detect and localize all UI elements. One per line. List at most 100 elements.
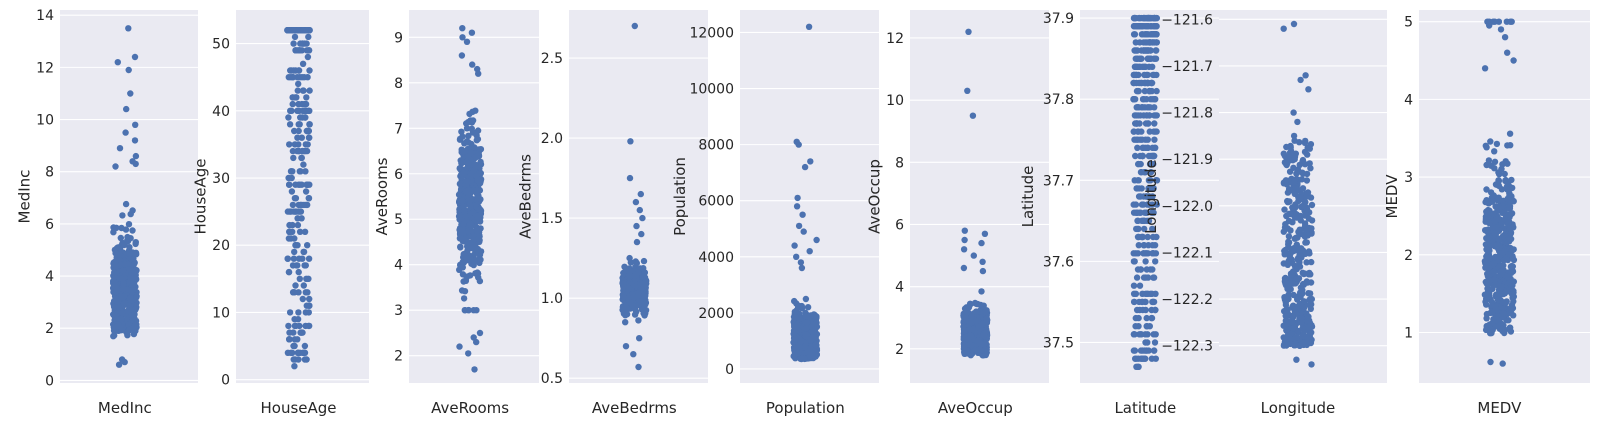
- data-point: [1494, 242, 1501, 249]
- data-point: [1486, 22, 1493, 29]
- data-point: [305, 47, 313, 54]
- data-point: [1507, 18, 1514, 25]
- data-point: [302, 188, 310, 195]
- data-point: [1144, 339, 1151, 346]
- data-point: [1509, 247, 1516, 254]
- data-point: [1151, 306, 1159, 314]
- data-point: [1132, 96, 1139, 103]
- data-point: [1130, 331, 1138, 338]
- data-point: [473, 338, 480, 346]
- y-tick-label: −122.1: [1161, 245, 1213, 261]
- data-point: [292, 282, 299, 289]
- data-point: [1293, 356, 1300, 363]
- data-point: [476, 259, 483, 267]
- data-point: [1504, 195, 1511, 203]
- data-point: [474, 228, 481, 235]
- data-point: [1134, 225, 1141, 233]
- data-point: [475, 70, 482, 77]
- data-point: [472, 107, 479, 114]
- data-point: [1303, 204, 1310, 211]
- data-point: [1152, 258, 1159, 265]
- data-point: [111, 269, 118, 276]
- data-point: [794, 326, 801, 334]
- data-point: [1502, 216, 1509, 223]
- data-point: [1481, 291, 1489, 298]
- data-point: [301, 228, 309, 235]
- data-point: [132, 275, 139, 282]
- data-point: [1303, 239, 1311, 246]
- data-point: [1299, 325, 1306, 332]
- data-point: [460, 295, 468, 302]
- data-point: [1139, 144, 1146, 151]
- data-point: [289, 221, 296, 229]
- data-point: [1133, 209, 1141, 216]
- y-tick-label: 12: [36, 60, 54, 76]
- data-point: [474, 270, 482, 277]
- data-point: [1284, 158, 1292, 165]
- data-point: [978, 288, 985, 295]
- data-point: [467, 149, 474, 156]
- data-point: [639, 214, 646, 222]
- strip-panel-medv: 1 2 3 4 5 MEDV MEDV: [1383, 10, 1590, 417]
- data-point: [1151, 112, 1158, 119]
- data-point: [1489, 197, 1497, 205]
- data-point: [1148, 209, 1156, 216]
- y-tick-label: 2.5: [541, 51, 563, 67]
- data-point: [456, 343, 463, 350]
- data-point: [1139, 31, 1146, 38]
- data-point: [1152, 331, 1159, 338]
- data-point: [1144, 250, 1152, 257]
- y-tick-label: 37.8: [1043, 92, 1074, 108]
- data-point: [471, 144, 478, 151]
- y-tick-label: 37.5: [1043, 335, 1074, 351]
- data-point: [1151, 339, 1159, 346]
- data-point: [299, 60, 307, 67]
- data-point: [1490, 18, 1497, 25]
- data-point: [463, 38, 471, 45]
- data-point: [1297, 289, 1304, 296]
- data-point: [1151, 31, 1159, 38]
- data-point: [300, 248, 308, 256]
- data-point: [289, 100, 296, 108]
- data-point: [299, 295, 306, 303]
- data-point: [305, 195, 313, 202]
- data-point: [1136, 306, 1143, 314]
- data-point: [284, 208, 292, 215]
- data-point: [793, 344, 801, 351]
- data-point: [1509, 291, 1516, 298]
- data-point: [1287, 142, 1294, 150]
- data-point: [474, 194, 481, 202]
- data-point: [1141, 87, 1149, 95]
- data-point: [129, 227, 136, 234]
- data-point: [288, 188, 296, 195]
- data-point: [966, 326, 974, 333]
- data-point: [1153, 39, 1161, 46]
- data-point: [456, 208, 463, 216]
- data-point: [795, 302, 803, 310]
- data-point: [131, 311, 138, 318]
- data-point: [1483, 253, 1490, 260]
- data-point: [290, 27, 297, 34]
- data-point: [980, 302, 987, 309]
- data-point: [1289, 187, 1296, 194]
- data-point: [976, 346, 983, 353]
- data-point: [463, 158, 470, 166]
- data-point: [1510, 57, 1517, 64]
- data-point: [1489, 285, 1496, 292]
- data-point: [1148, 87, 1156, 95]
- data-point: [1136, 39, 1144, 46]
- strip-panel-latitude: 37.5 37.6 37.7 37.8 37.9 Latitude Latitude: [1019, 10, 1219, 417]
- data-point: [124, 233, 131, 241]
- y-axis-label: Population: [671, 157, 689, 236]
- data-point: [285, 235, 293, 242]
- y-tick-label: 5: [394, 212, 403, 228]
- data-point: [637, 190, 644, 198]
- data-point: [300, 161, 307, 168]
- data-point: [1146, 128, 1154, 135]
- data-point: [1142, 274, 1149, 281]
- data-point: [1485, 157, 1493, 164]
- data-point: [304, 242, 311, 249]
- strip-panel-longitude: −121.6 −121.7 −121.8 −121.9 −122.0 −122.1 −122…: [1142, 10, 1387, 417]
- data-point: [1306, 160, 1313, 167]
- data-point: [641, 301, 648, 308]
